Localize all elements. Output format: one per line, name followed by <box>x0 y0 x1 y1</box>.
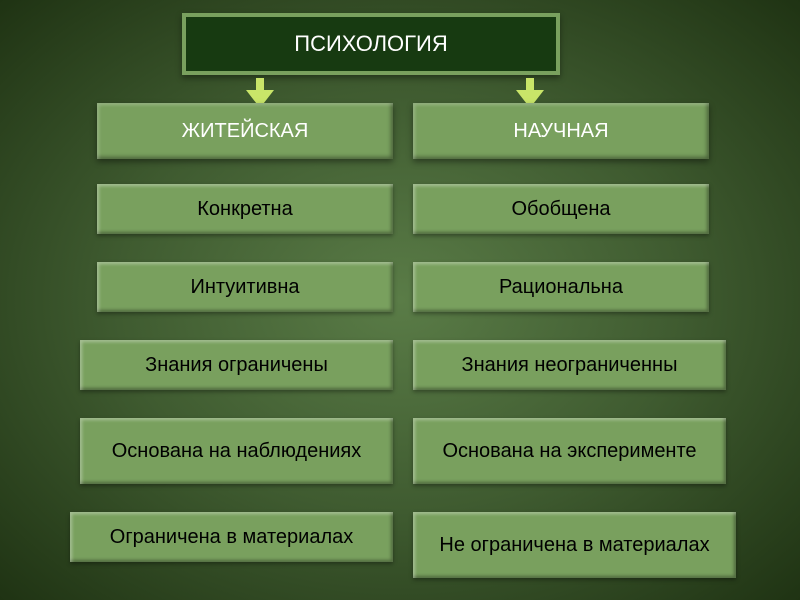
item-scientific-4: Не ограничена в материалах <box>413 512 736 578</box>
category-everyday-label: ЖИТЕЙСКАЯ <box>182 120 309 143</box>
item-everyday-4-label: Ограничена в материалах <box>110 526 353 549</box>
item-everyday-1-label: Интуитивна <box>190 276 299 299</box>
item-scientific-2-label: Знания неограниченны <box>462 354 678 377</box>
item-everyday-2-label: Знания ограничены <box>145 354 328 377</box>
item-scientific-3: Основана на эксперименте <box>413 418 726 484</box>
diagram-canvas: ПСИХОЛОГИЯ ЖИТЕЙСКАЯ НАУЧНАЯ Конкретна И… <box>0 0 800 600</box>
item-scientific-3-label: Основана на эксперименте <box>442 440 696 463</box>
item-scientific-1: Рациональна <box>413 262 709 312</box>
item-everyday-3-label: Основана на наблюдениях <box>112 440 362 463</box>
item-scientific-2: Знания неограниченны <box>413 340 726 390</box>
item-everyday-0-label: Конкретна <box>197 198 292 221</box>
item-scientific-0-label: Обобщена <box>511 198 610 221</box>
category-scientific: НАУЧНАЯ <box>413 103 709 159</box>
title-box: ПСИХОЛОГИЯ <box>182 13 560 75</box>
item-scientific-4-label: Не ограничена в материалах <box>439 534 709 557</box>
item-everyday-2: Знания ограничены <box>80 340 393 390</box>
item-scientific-0: Обобщена <box>413 184 709 234</box>
item-everyday-1: Интуитивна <box>97 262 393 312</box>
category-everyday: ЖИТЕЙСКАЯ <box>97 103 393 159</box>
item-scientific-1-label: Рациональна <box>499 276 623 299</box>
item-everyday-4: Ограничена в материалах <box>70 512 393 562</box>
item-everyday-3: Основана на наблюдениях <box>80 418 393 484</box>
title-text: ПСИХОЛОГИЯ <box>294 31 447 56</box>
category-scientific-label: НАУЧНАЯ <box>513 120 608 143</box>
item-everyday-0: Конкретна <box>97 184 393 234</box>
